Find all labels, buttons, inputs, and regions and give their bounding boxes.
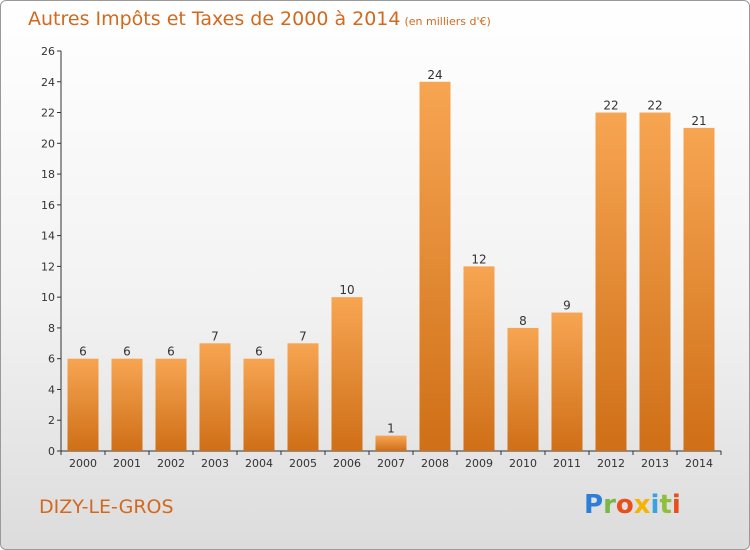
y-tick-label: 26 xyxy=(41,45,55,58)
y-tick-label: 16 xyxy=(41,199,55,212)
chart-subtitle: (en milliers d'€) xyxy=(404,15,491,28)
bar-2013 xyxy=(639,112,671,452)
chart-title: Autres Impôts et Taxes de 2000 à 2014 (en… xyxy=(28,8,491,30)
bar-2000 xyxy=(67,358,99,451)
bar-value-label: 24 xyxy=(427,68,442,82)
x-tick-label: 2012 xyxy=(597,457,625,470)
bar-2007 xyxy=(375,435,407,451)
y-tick-label: 4 xyxy=(48,383,55,396)
bar-value-label: 6 xyxy=(167,345,175,359)
x-tick-label: 2008 xyxy=(421,457,449,470)
bar-value-label: 12 xyxy=(471,252,486,266)
x-tick-label: 2014 xyxy=(685,457,713,470)
bar-value-label: 7 xyxy=(211,329,219,343)
y-tick-label: 18 xyxy=(41,168,55,181)
bar-2001 xyxy=(111,358,143,451)
bar-value-label: 7 xyxy=(299,329,307,343)
bar-2009 xyxy=(463,266,495,451)
logo-letter: o xyxy=(615,490,634,520)
bar-value-label: 1 xyxy=(387,422,395,436)
bar-value-label: 8 xyxy=(519,314,527,328)
logo-letter: P xyxy=(584,490,604,520)
y-tick-label: 6 xyxy=(48,353,55,366)
logo-letter: t xyxy=(659,490,672,520)
x-tick-label: 2011 xyxy=(553,457,581,470)
bar-2014 xyxy=(683,127,715,451)
x-tick-label: 2006 xyxy=(333,457,361,470)
bar-value-label: 6 xyxy=(79,345,87,359)
logo-letter: r xyxy=(603,490,616,520)
logo-letter: i xyxy=(671,490,681,520)
chart-labels: 2000 6 2001 6 2002 6 2003 7 2004 6 2005 7 2006 10 2007… xyxy=(69,68,713,470)
bar-2003 xyxy=(199,343,231,451)
x-tick-label: 2000 xyxy=(69,457,97,470)
bar-value-label: 22 xyxy=(603,99,618,113)
commune-name: DIZY-LE-GROS xyxy=(39,496,174,518)
bar-value-label: 6 xyxy=(255,345,263,359)
y-tick-label: 0 xyxy=(48,445,55,458)
y-tick-label: 12 xyxy=(41,260,55,273)
x-tick-label: 2010 xyxy=(509,457,537,470)
y-tick-label: 8 xyxy=(48,322,55,335)
chart-bars xyxy=(67,81,715,452)
x-tick-label: 2013 xyxy=(641,457,669,470)
bar-value-label: 10 xyxy=(339,283,354,297)
bar-value-label: 6 xyxy=(123,345,131,359)
bar-2004 xyxy=(243,358,275,451)
bar-2011 xyxy=(551,312,583,451)
chart-title-text: Autres Impôts et Taxes de 2000 à 2014 xyxy=(28,8,401,30)
y-tick-label: 22 xyxy=(41,107,55,120)
x-tick-label: 2007 xyxy=(377,457,405,470)
y-tick-label: 10 xyxy=(41,291,55,304)
bar-2002 xyxy=(155,358,187,451)
y-tick-label: 2 xyxy=(48,414,55,427)
x-tick-label: 2005 xyxy=(289,457,317,470)
x-tick-label: 2009 xyxy=(465,457,493,470)
bar-value-label: 9 xyxy=(563,299,571,313)
x-tick-label: 2002 xyxy=(157,457,185,470)
logo-letter: x xyxy=(633,490,651,520)
bar-2008 xyxy=(419,81,451,452)
x-tick-label: 2001 xyxy=(113,457,141,470)
bar-value-label: 21 xyxy=(691,114,706,128)
bar-2012 xyxy=(595,112,627,452)
bar-2005 xyxy=(287,343,319,451)
y-tick-label: 14 xyxy=(41,230,55,243)
y-tick-label: 24 xyxy=(41,76,55,89)
y-tick-label: 20 xyxy=(41,137,55,150)
bar-2006 xyxy=(331,297,363,451)
x-tick-label: 2004 xyxy=(245,457,273,470)
proxiti-logo[interactable]: Proxiti xyxy=(584,490,681,520)
x-tick-label: 2003 xyxy=(201,457,229,470)
bar-2010 xyxy=(507,327,539,451)
bar-value-label: 22 xyxy=(647,99,662,113)
logo-letter: i xyxy=(650,490,660,520)
